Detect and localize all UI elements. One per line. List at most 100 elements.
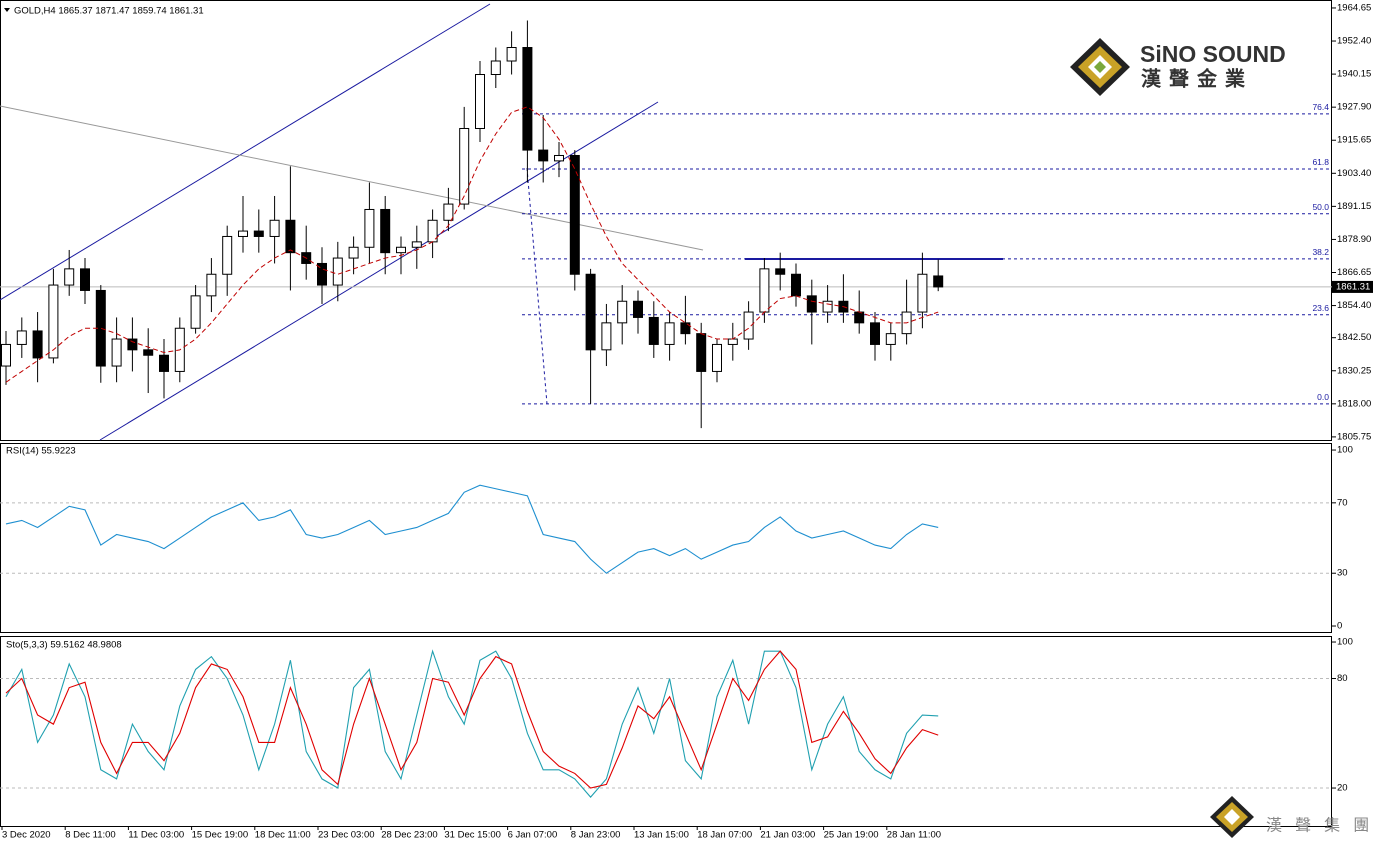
candle-body <box>822 300 833 313</box>
candle-body <box>222 235 233 275</box>
candle-body <box>411 241 422 248</box>
candle-body <box>253 230 264 237</box>
fib-label: 61.8 <box>1312 157 1329 167</box>
x-tick-label: 31 Dec 15:00 <box>444 830 501 841</box>
candle-body <box>459 127 470 205</box>
y-tick-label: 1842.50 <box>1337 332 1371 343</box>
x-tick-label: 28 Jan 11:00 <box>887 830 941 841</box>
trend-line <box>0 105 704 251</box>
candle-body <box>348 246 359 259</box>
x-tick-label: 23 Dec 03:00 <box>318 830 375 841</box>
candle-body <box>143 349 154 356</box>
candle-body <box>269 219 280 237</box>
candle-body <box>206 273 217 297</box>
candle-body <box>633 300 643 318</box>
rsi-title: RSI(14) 55.9223 <box>6 446 76 457</box>
x-tick-label: 6 Jan 07:00 <box>508 830 558 841</box>
watermark-text: 漢 聲 集 團 <box>1266 816 1373 835</box>
candle-body <box>917 273 928 313</box>
candle-body <box>490 60 501 76</box>
candle-body <box>190 295 201 329</box>
y-tick-label: 1927.90 <box>1337 102 1371 113</box>
candle-body <box>159 354 169 372</box>
candle-body <box>238 230 248 237</box>
candle-body <box>475 74 485 129</box>
moving-average <box>5 106 939 383</box>
y-tick-label: 1891.15 <box>1337 201 1371 212</box>
y-tick-label: 1964.65 <box>1337 2 1371 13</box>
candle-body <box>664 322 675 345</box>
fib-label: 23.6 <box>1312 303 1329 313</box>
chart-title: GOLD,H4 1865.37 1871.47 1859.74 1861.31 <box>14 6 204 17</box>
y-tick-label: 1940.15 <box>1337 69 1371 80</box>
candle-body <box>443 203 454 221</box>
logo: SiNO SOUND 漢聲金業 <box>1070 38 1286 96</box>
x-tick-label: 3 Dec 2020 <box>2 830 51 841</box>
candle-body <box>569 154 580 275</box>
candle-body <box>680 322 691 335</box>
candle-body <box>585 273 596 351</box>
candle-body <box>696 333 707 372</box>
indicator-line <box>5 649 939 799</box>
candle-body <box>48 284 59 359</box>
candle-body <box>743 311 754 340</box>
candle-body <box>648 316 659 345</box>
y-tick-label: 100 <box>1337 445 1353 456</box>
candle-body <box>506 47 517 62</box>
channel-lower <box>99 101 659 441</box>
candle-body <box>380 208 391 254</box>
rsi-panel <box>0 443 1332 633</box>
candle-body <box>127 338 138 351</box>
menu-triangle <box>4 8 10 12</box>
candle-body <box>80 268 90 291</box>
x-tick-label: 15 Dec 19:00 <box>192 830 249 841</box>
y-tick-label: 70 <box>1337 497 1348 508</box>
y-tick-label: 1903.40 <box>1337 168 1371 179</box>
candle-body <box>396 246 406 254</box>
x-tick-label: 28 Dec 23:00 <box>381 830 438 841</box>
x-tick-label: 18 Jan 07:00 <box>697 830 752 841</box>
candle-body <box>854 311 865 324</box>
brand-name: SiNO SOUND <box>1140 41 1286 67</box>
main-panel <box>0 0 1332 441</box>
y-tick-label: 20 <box>1337 783 1348 794</box>
fib-label: 0.0 <box>1317 392 1329 402</box>
candle-body <box>317 262 327 286</box>
y-tick-label: 1805.75 <box>1337 431 1371 442</box>
candle-body <box>285 219 296 254</box>
x-tick-label: 8 Jan 23:00 <box>571 830 621 841</box>
fib-anchor <box>526 167 548 405</box>
brand-chinese: 漢聲金業 <box>1141 67 1253 91</box>
channel-upper <box>0 3 491 301</box>
candle-body <box>885 333 896 345</box>
stoch-panel <box>0 636 1332 827</box>
x-tick-label: 11 Dec 03:00 <box>128 830 184 841</box>
last-price-label: 1861.31 <box>1336 281 1370 292</box>
y-tick-label: 1866.65 <box>1337 267 1371 278</box>
x-tick-label: 25 Jan 19:00 <box>824 830 879 841</box>
candle-body <box>933 275 944 288</box>
candle-body <box>538 149 549 162</box>
candle-body <box>111 338 122 367</box>
candle-body <box>727 338 738 345</box>
indicator-line <box>5 650 939 789</box>
x-tick-label: 21 Jan 03:00 <box>760 830 815 841</box>
candle-body <box>332 257 343 286</box>
watermark: 漢 聲 集 團 <box>1210 796 1373 838</box>
candle-body <box>364 208 375 248</box>
fib-label: 76.4 <box>1312 102 1329 112</box>
y-tick-label: 1830.25 <box>1337 365 1371 376</box>
stoch-title: Sto(5,3,3) 59.5162 48.9808 <box>6 640 122 651</box>
candle-body <box>32 330 43 359</box>
y-tick-label: 1818.00 <box>1337 398 1371 409</box>
x-tick-label: 18 Dec 11:00 <box>255 830 311 841</box>
y-tick-label: 1952.40 <box>1337 36 1371 47</box>
y-tick-label: 1878.90 <box>1337 234 1371 245</box>
fib-label: 38.2 <box>1312 247 1329 257</box>
last-price-box <box>1332 280 1373 293</box>
y-tick-label: 100 <box>1337 637 1353 648</box>
y-tick-label: 30 <box>1337 568 1348 579</box>
y-tick-label: 1854.40 <box>1337 300 1371 311</box>
candle-body <box>791 273 801 297</box>
